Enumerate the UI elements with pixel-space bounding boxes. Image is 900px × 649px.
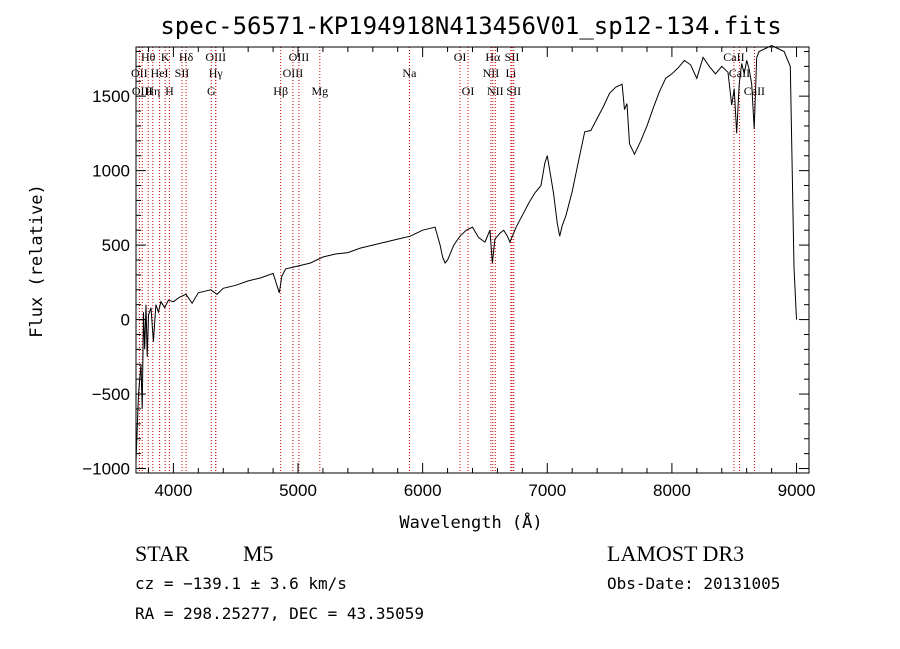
line-marker-label: K <box>161 50 170 64</box>
line-marker-label: CaII <box>744 84 765 98</box>
line-marker-label: SII <box>175 66 190 80</box>
line-marker-label: H <box>165 84 174 98</box>
line-marker-label: Hη <box>145 84 160 98</box>
redshift-readout: cz = −139.1 ± 3.6 km/s <box>135 574 347 593</box>
line-marker-label: OII <box>131 66 148 80</box>
spectrum-line <box>135 44 797 462</box>
x-tick-label: 6000 <box>404 481 442 500</box>
line-marker-label: OIII <box>283 66 304 80</box>
line-marker-label: SII <box>505 50 520 64</box>
line-marker-label: Hδ <box>179 50 194 64</box>
y-tick-label: −500 <box>92 385 130 404</box>
x-tick-label: 5000 <box>279 481 317 500</box>
line-marker-label: HeI <box>151 66 169 80</box>
x-tick-label: 8000 <box>653 481 691 500</box>
line-marker-label: Na <box>402 66 417 80</box>
x-tick-label: 9000 <box>778 481 816 500</box>
line-marker-label: OI <box>454 50 467 64</box>
line-marker-label: CaII <box>723 50 744 64</box>
y-axis: −1000 −500 0 500 1000 1500 <box>82 50 809 479</box>
y-tick-label: 0 <box>121 311 130 330</box>
coordinates: RA = 298.25277, DEC = 43.35059 <box>135 604 424 623</box>
line-marker-label: NII <box>483 66 500 80</box>
x-axis-label: Wavelength (Å) <box>399 511 542 533</box>
x-tick-label: 7000 <box>528 481 566 500</box>
line-marker-label: OIII <box>289 50 310 64</box>
line-marker-label: Mg <box>311 84 328 98</box>
y-tick-label: 500 <box>102 236 130 255</box>
y-axis-label: Flux (relative) <box>27 184 47 338</box>
line-marker-label: OI <box>462 84 475 98</box>
y-tick-label: 1500 <box>92 87 130 106</box>
line-marker-label: SII <box>506 84 521 98</box>
object-subclass: M5 <box>243 541 274 566</box>
line-marker-label: G <box>207 84 216 98</box>
y-tick-label: −1000 <box>82 460 130 479</box>
object-class: STAR <box>135 541 190 566</box>
plot-frame <box>135 46 810 474</box>
line-marker-label: OIII <box>132 84 153 98</box>
obs-date: Obs-Date: 20131005 <box>607 574 780 593</box>
line-marker-label: Hβ <box>273 84 288 98</box>
line-marker-label: Li <box>506 66 517 80</box>
x-axis: 4000 5000 6000 7000 8000 9000 <box>147 47 816 500</box>
line-marker-label: Hα <box>485 50 501 64</box>
x-tick-label: 4000 <box>154 481 192 500</box>
survey-label: LAMOST DR3 <box>607 541 744 566</box>
chart-title: spec-56571-KP194918N413456V01_sp12-134.f… <box>160 12 781 40</box>
line-marker-label: Hθ <box>141 50 156 64</box>
y-tick-label: 1000 <box>92 162 130 181</box>
line-marker-label: Hγ <box>209 66 224 80</box>
line-marker-label: NII <box>487 84 504 98</box>
